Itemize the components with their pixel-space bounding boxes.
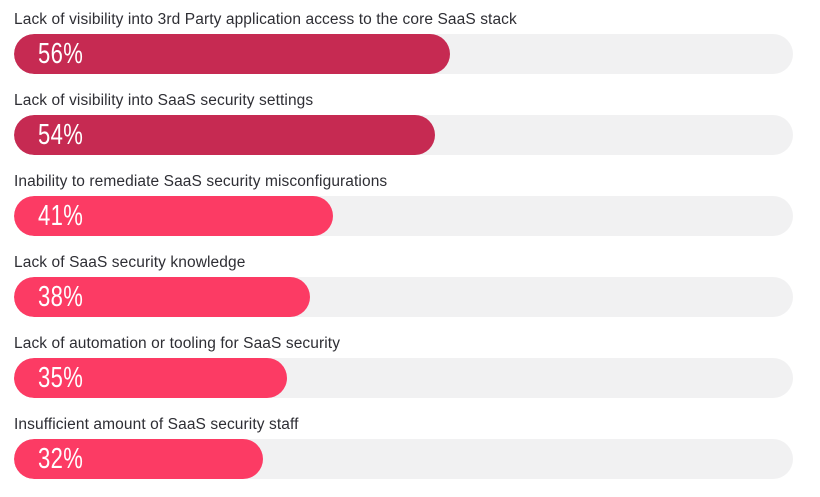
bar-category-label: Lack of visibility into 3rd Party applic…	[14, 11, 517, 28]
bar-track: 41%	[14, 196, 793, 236]
chart-row: Inability to remediate SaaS security mis…	[14, 171, 793, 236]
bar-category-label: Inability to remediate SaaS security mis…	[14, 173, 388, 190]
chart-row: Lack of SaaS security knowledge 38%	[14, 252, 793, 317]
bar-value-label: 54%	[38, 118, 84, 151]
bar-category-label: Lack of SaaS security knowledge	[14, 254, 246, 271]
bar-fill: 54%	[14, 115, 435, 155]
bar-category-label: Lack of automation or tooling for SaaS s…	[14, 335, 341, 352]
bar-track: 32%	[14, 439, 793, 479]
bar-fill: 41%	[14, 196, 334, 236]
chart-row: Lack of visibility into 3rd Party applic…	[14, 9, 793, 74]
bar-fill: 35%	[14, 358, 287, 398]
bar-value-label: 32%	[38, 442, 84, 475]
bar-fill: 38%	[14, 277, 311, 317]
bar-value-label: 41%	[38, 199, 84, 232]
bar-track: 54%	[14, 115, 793, 155]
bar-value-label: 38%	[38, 280, 84, 313]
bar-fill: 56%	[14, 34, 451, 74]
bar-category-label: Insufficient amount of SaaS security sta…	[14, 416, 299, 433]
chart-row: Lack of automation or tooling for SaaS s…	[14, 333, 793, 398]
bar-fill: 32%	[14, 439, 264, 479]
chart-row: Lack of visibility into SaaS security se…	[14, 90, 793, 155]
bar-value-label: 35%	[38, 361, 84, 394]
chart-row: Insufficient amount of SaaS security sta…	[14, 414, 793, 479]
bar-track: 38%	[14, 277, 793, 317]
bar-chart: Lack of visibility into 3rd Party applic…	[14, 9, 793, 479]
bar-track: 35%	[14, 358, 793, 398]
bar-track: 56%	[14, 34, 793, 74]
bar-category-label: Lack of visibility into SaaS security se…	[14, 92, 314, 109]
bar-value-label: 56%	[38, 37, 84, 70]
